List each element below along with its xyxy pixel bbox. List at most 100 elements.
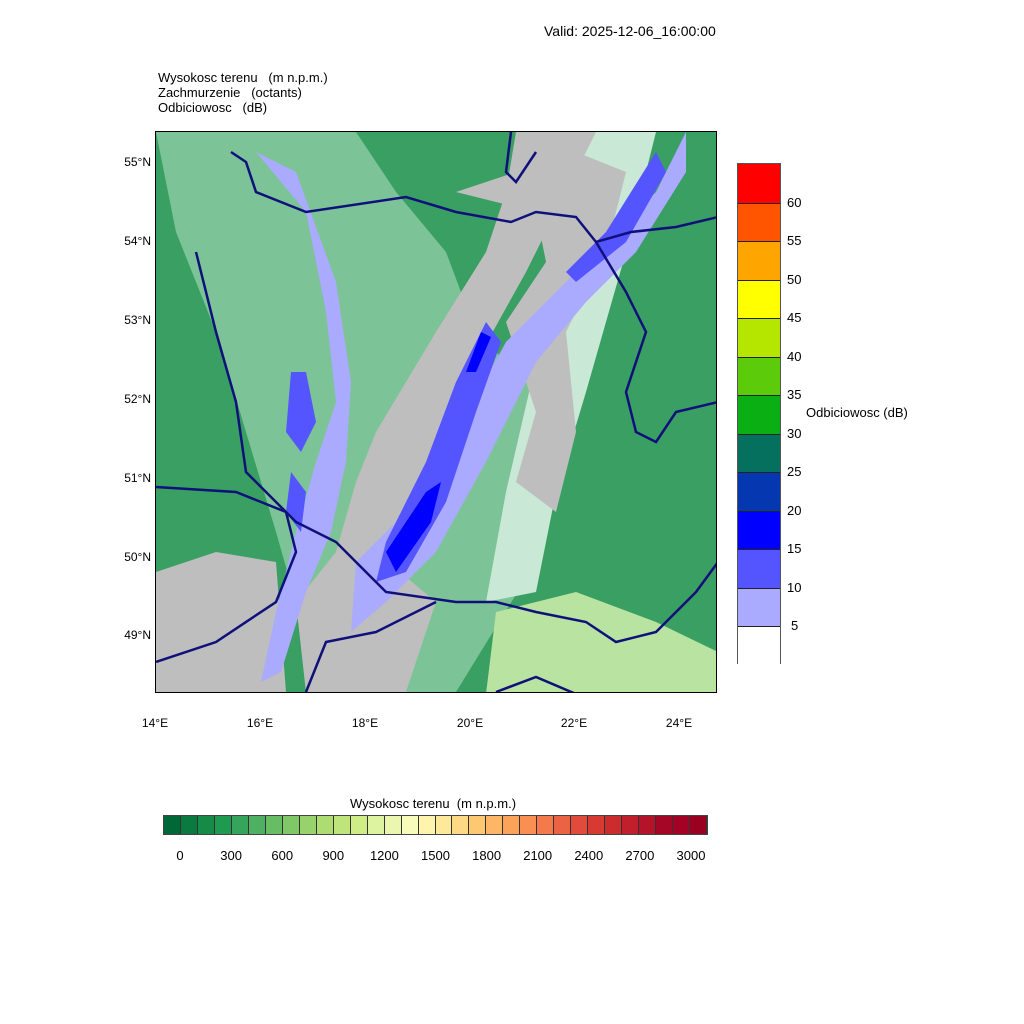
baltic-coast <box>230 150 716 244</box>
terrain-swatch <box>554 816 572 834</box>
terrain-swatch <box>164 816 181 834</box>
reflectivity-label: 60 <box>787 194 802 210</box>
map-canvas <box>156 132 716 692</box>
terrain-swatch <box>690 816 707 834</box>
lat-label-55: 55°N <box>124 155 151 169</box>
terrain-swatch <box>350 816 368 834</box>
cloud-gray-southwest <box>156 552 286 692</box>
terrain-swatch <box>265 816 283 834</box>
terrain-swatch <box>231 816 249 834</box>
terrain-label: 900 <box>322 848 345 863</box>
title-reflectivity: Odbiciowosc (dB) <box>158 100 268 115</box>
terrain-swatch <box>384 816 402 834</box>
reflectivity-swatch <box>738 395 780 434</box>
reflectivity-label: 20 <box>787 502 802 518</box>
terrain-swatch <box>367 816 385 834</box>
terrain-swatch <box>656 816 674 834</box>
terrain-swatch <box>639 816 657 834</box>
lat-label-49: 49°N <box>124 628 151 642</box>
reflectivity-label: 15 <box>787 541 802 556</box>
reflectivity-label: 55 <box>787 233 802 248</box>
reflectivity-label: 50 <box>787 271 802 287</box>
terrain-swatch <box>248 816 266 834</box>
reflectivity-colorbar-title: Odbiciowosc (dB) <box>806 405 908 420</box>
terrain-swatch <box>571 816 589 834</box>
reflectivity-label: 5 <box>791 618 799 633</box>
reflectivity-label: 30 <box>787 425 802 441</box>
cloud-gray-south <box>326 552 436 692</box>
reflectivity-swatch <box>738 626 780 665</box>
map-plot <box>155 131 717 693</box>
reflectivity-swatch <box>738 279 780 318</box>
lon-label-22: 22°E <box>560 716 588 730</box>
terrain-swatch <box>197 816 215 834</box>
reflectivity-cell-west <box>286 372 316 532</box>
title-cloud: Zachmurzenie (octants) <box>158 85 302 100</box>
lat-label-53: 53°N <box>124 313 151 327</box>
reflectivity-label: 40 <box>787 348 802 364</box>
terrain-label: 1500 <box>421 848 450 863</box>
lon-label-18: 18°E <box>351 716 379 730</box>
plot-titles: Wysokosc terenu (m n.p.m.) Zachmurzenie … <box>158 70 328 115</box>
czech-border <box>156 485 298 664</box>
kaliningrad-border <box>504 132 538 184</box>
reflectivity-label: 25 <box>787 464 802 479</box>
terrain-swatch <box>214 816 232 834</box>
terrain-swatch <box>537 816 555 834</box>
reflectivity-swatch <box>738 241 780 280</box>
terrain-label: 600 <box>271 848 294 863</box>
lon-label-24: 24°E <box>665 716 693 730</box>
terrain-label: 300 <box>220 848 242 863</box>
terrain-swatch <box>418 816 436 834</box>
terrain-swatch <box>469 816 487 834</box>
reflectivity-swatch <box>738 510 780 549</box>
lat-label-50: 50°N <box>124 550 151 564</box>
terrain-swatch <box>605 816 623 834</box>
slovak-border <box>304 600 437 692</box>
terrain-mid <box>156 132 556 692</box>
reflectivity-swatch <box>738 472 780 511</box>
terrain-colorbar <box>163 815 708 835</box>
reflectivity-swatch <box>738 164 780 203</box>
terrain-swatch <box>333 816 351 834</box>
terrain-label: 0 <box>176 848 184 863</box>
terrain-swatch <box>503 816 521 834</box>
terrain-label: 2700 <box>625 848 655 863</box>
terrain-label: 2100 <box>523 848 553 863</box>
reflectivity-colorbar <box>737 163 781 665</box>
reflectivity-swatch <box>738 549 780 588</box>
reflectivity-swatch <box>738 356 780 395</box>
terrain-colorbar-title: Wysokosc terenu (m n.p.m.) <box>350 796 517 811</box>
country-borders <box>156 132 716 692</box>
southern-border <box>194 251 716 644</box>
terrain-swatch <box>622 816 640 834</box>
terrain-swatch <box>673 816 691 834</box>
reflectivity-swatch <box>738 202 780 241</box>
terrain-label: 3000 <box>676 848 706 863</box>
terrain-swatch <box>316 816 334 834</box>
terrain-swatch <box>401 816 419 834</box>
reflectivity-label: 10 <box>787 579 802 595</box>
terrain-label: 1200 <box>369 848 399 863</box>
lat-label-54: 54°N <box>124 234 151 248</box>
terrain-label: 1800 <box>472 848 502 863</box>
terrain-swatch <box>299 816 317 834</box>
terrain-swatch <box>452 816 470 834</box>
terrain-swatch <box>180 816 198 834</box>
reflectivity-label: 45 <box>787 310 802 325</box>
terrain-label: 2400 <box>574 848 604 863</box>
reflectivity-swatch <box>738 318 780 357</box>
terrain-swatch <box>282 816 300 834</box>
hungary-border <box>495 675 575 692</box>
lat-label-52: 52°N <box>124 392 151 406</box>
terrain-swatch <box>588 816 606 834</box>
reflectivity-swatch <box>738 433 780 472</box>
lat-label-51: 51°N <box>124 471 151 485</box>
terrain-swatch <box>486 816 504 834</box>
reflectivity-swatch <box>738 587 780 626</box>
reflectivity-band-west <box>256 152 351 682</box>
eastern-border <box>594 241 716 444</box>
lon-label-14: 14°E <box>141 716 169 730</box>
reflectivity-band-10 <box>376 152 666 582</box>
title-terrain: Wysokosc terenu (m n.p.m.) <box>158 70 328 85</box>
